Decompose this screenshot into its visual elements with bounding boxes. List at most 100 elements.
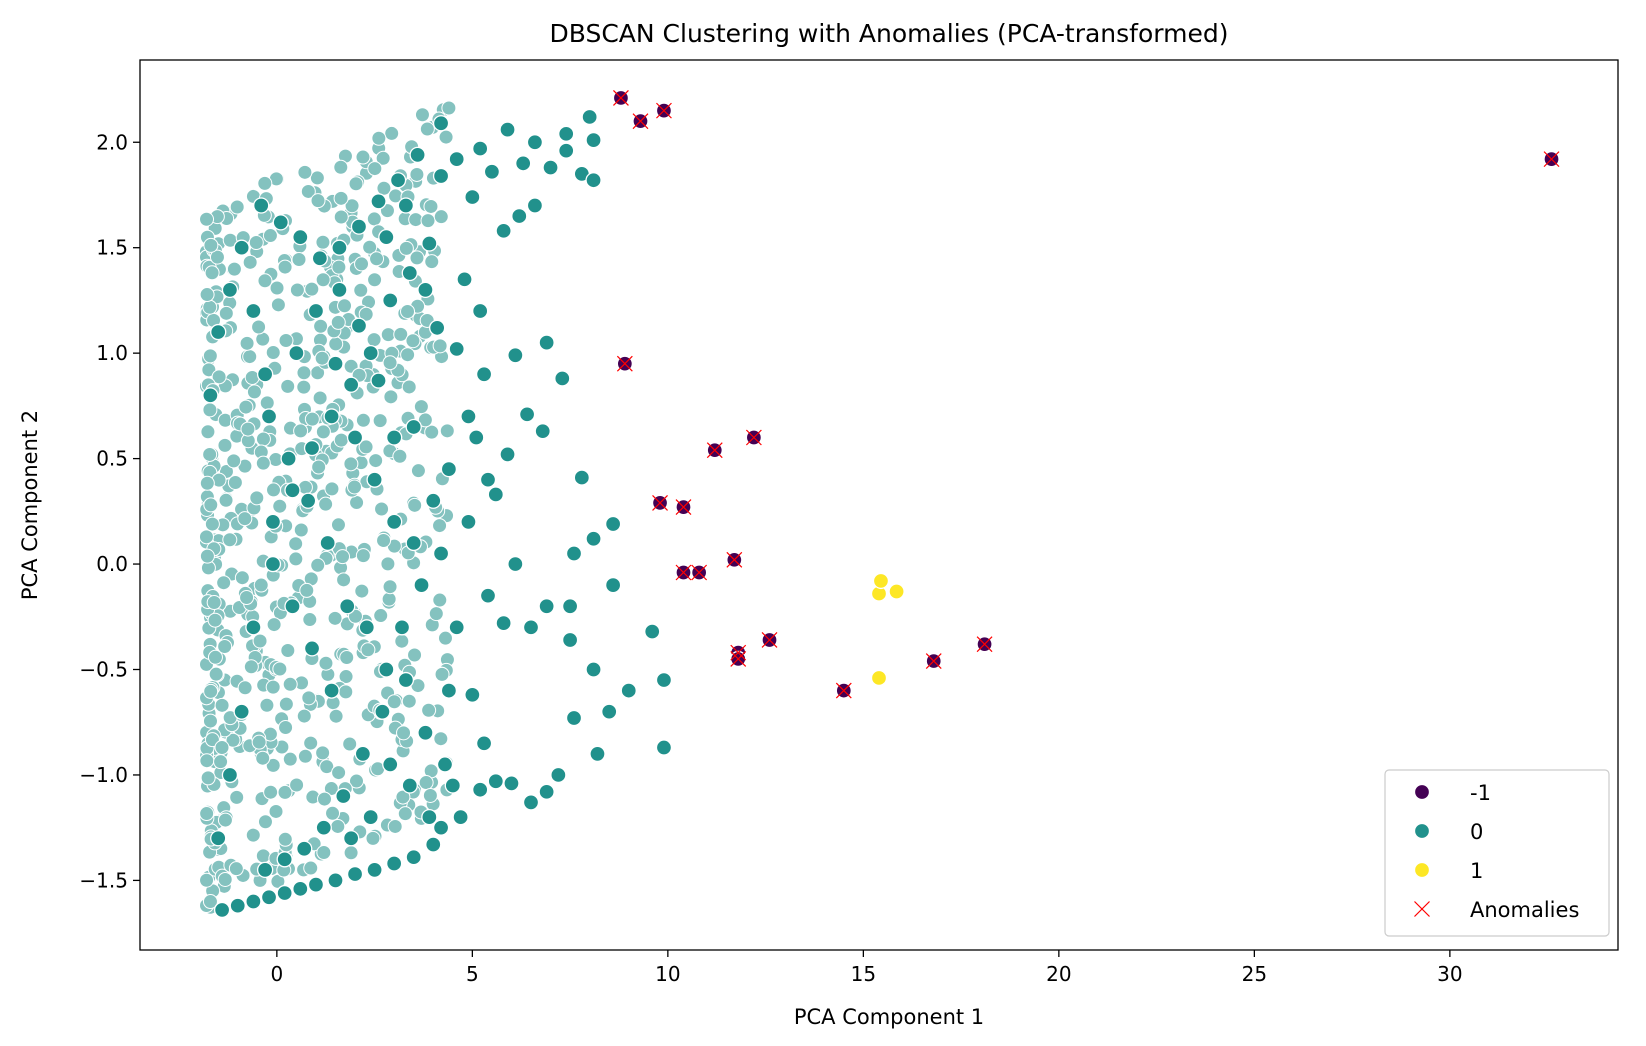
point-cluster-0 (472, 302, 489, 320)
point-cluster-0 (432, 167, 450, 185)
cluster-0-dense-point (239, 335, 255, 351)
cluster-0-dense-point (432, 338, 448, 354)
cluster-0-dense-point (339, 650, 355, 666)
point-cluster-0 (436, 756, 454, 773)
point-cluster-0 (245, 619, 262, 636)
cluster-0-dense-point (328, 336, 344, 352)
cluster-0-dense-point (202, 713, 218, 729)
cluster-0-dense-point (199, 872, 215, 888)
cluster-0-dense-point (382, 355, 398, 371)
y-tick-label: 0.5 (96, 447, 128, 471)
point-cluster-0 (561, 631, 579, 649)
legend-marker-x (1414, 901, 1430, 917)
legend-item: Anomalies (1414, 898, 1579, 922)
cluster-0-dense-point (296, 379, 312, 395)
cluster-0-dense-point (330, 818, 346, 834)
point-cluster-0 (472, 781, 489, 798)
cluster-0-dense-point (315, 234, 331, 250)
cluster-0-dense-point (367, 161, 383, 177)
point-cluster-0 (413, 576, 430, 594)
x-axis: 0 5 10 15 20 25 30 (270, 950, 1463, 986)
point-cluster-0 (288, 345, 305, 362)
point-cluster-0 (440, 460, 458, 478)
y-tick-label: −0.5 (79, 658, 128, 682)
cluster-0-dense-point (291, 252, 307, 268)
y-axis: −1.5 −1.0 −0.5 0.0 0.5 1.0 1.5 2.0 (79, 130, 140, 892)
cluster-0-dense-point (405, 333, 421, 349)
x-tick-label: 15 (851, 962, 876, 986)
point-cluster-0 (264, 555, 282, 573)
cluster-0-dense-point (203, 683, 219, 699)
cluster-0-dense-point (278, 696, 294, 712)
point-cluster-0 (432, 819, 450, 836)
point-cluster-0 (464, 188, 481, 206)
cluster-0-dense-point (432, 518, 448, 534)
cluster-0-dense-point (289, 282, 305, 298)
cluster-0-dense-point (259, 395, 275, 411)
point-cluster-0 (370, 193, 387, 210)
cluster-0-dense-point (358, 306, 374, 322)
cluster-0-dense-point (302, 612, 318, 628)
point-cluster-0 (432, 545, 450, 562)
cluster-0-dense-point (376, 532, 392, 548)
point-cluster-0 (210, 830, 227, 847)
x-tick-label: 0 (270, 962, 283, 986)
point-cluster-0 (538, 783, 555, 800)
cluster-0-dense-point (246, 384, 262, 400)
point-cluster-0 (233, 239, 250, 256)
cluster-0-dense-point (251, 734, 267, 750)
cluster-0-dense-point (365, 830, 381, 846)
cluster-0-dense-point (237, 511, 253, 527)
cluster-0-dense-point (206, 595, 222, 611)
point-cluster-0 (526, 197, 544, 214)
point-cluster-0 (280, 450, 297, 467)
anomaly-marker (925, 653, 942, 669)
point-cluster-0 (374, 703, 391, 720)
point-cluster-0 (303, 439, 321, 457)
cluster-0-dense-point (358, 439, 374, 455)
cluster-0-dense-point (383, 389, 399, 405)
cluster-0-dense-point (199, 475, 215, 491)
point-cluster-0 (362, 808, 379, 826)
cluster-0-dense-point (265, 345, 281, 361)
cluster-0-dense-point (216, 575, 232, 591)
point-cluster-0 (366, 471, 383, 488)
point-cluster-0 (229, 897, 246, 914)
cluster-0-dense-point (335, 549, 351, 565)
anomaly-marker (613, 90, 629, 106)
cluster-0-dense-point (288, 536, 304, 552)
cluster-0-dense-point (297, 479, 313, 495)
cluster-0-dense-point (208, 666, 224, 682)
point-cluster-0 (554, 370, 571, 387)
legend-label: 0 (1470, 820, 1483, 844)
cluster-0-dense-point (328, 708, 344, 724)
cluster-0-dense-point (200, 770, 216, 786)
point-cluster-0 (346, 865, 364, 883)
series-1 (870, 572, 905, 687)
cluster-0-dense-point (243, 659, 259, 675)
cluster-0-dense-point (366, 211, 382, 227)
point-cluster-0 (518, 406, 536, 423)
point-cluster-0 (585, 661, 602, 678)
point-cluster-0 (604, 515, 622, 533)
cluster-0-dense-point (203, 237, 219, 253)
cluster-0-dense-point (381, 591, 397, 607)
cluster-0-dense-point (202, 402, 218, 418)
cluster-0-dense-point (331, 765, 347, 781)
cluster-0-dense-point (327, 610, 343, 626)
cluster-0-dense-point (401, 693, 417, 709)
cluster-0-dense-point (272, 498, 288, 514)
anomaly-marker (726, 551, 743, 568)
cluster-0-dense-point (355, 412, 371, 428)
cluster-0-dense-point (397, 806, 413, 822)
point-cluster-0 (655, 739, 673, 756)
point-cluster-0 (256, 861, 274, 879)
cluster-0-dense-point (367, 272, 383, 288)
anomaly-marker (976, 636, 993, 653)
cluster-0-dense-point (262, 228, 278, 244)
point-cluster-0 (389, 172, 407, 189)
point-cluster-0 (284, 598, 301, 615)
cluster-0-dense-point (413, 399, 429, 415)
point-cluster-0 (585, 172, 602, 189)
point-cluster-0 (393, 619, 411, 636)
